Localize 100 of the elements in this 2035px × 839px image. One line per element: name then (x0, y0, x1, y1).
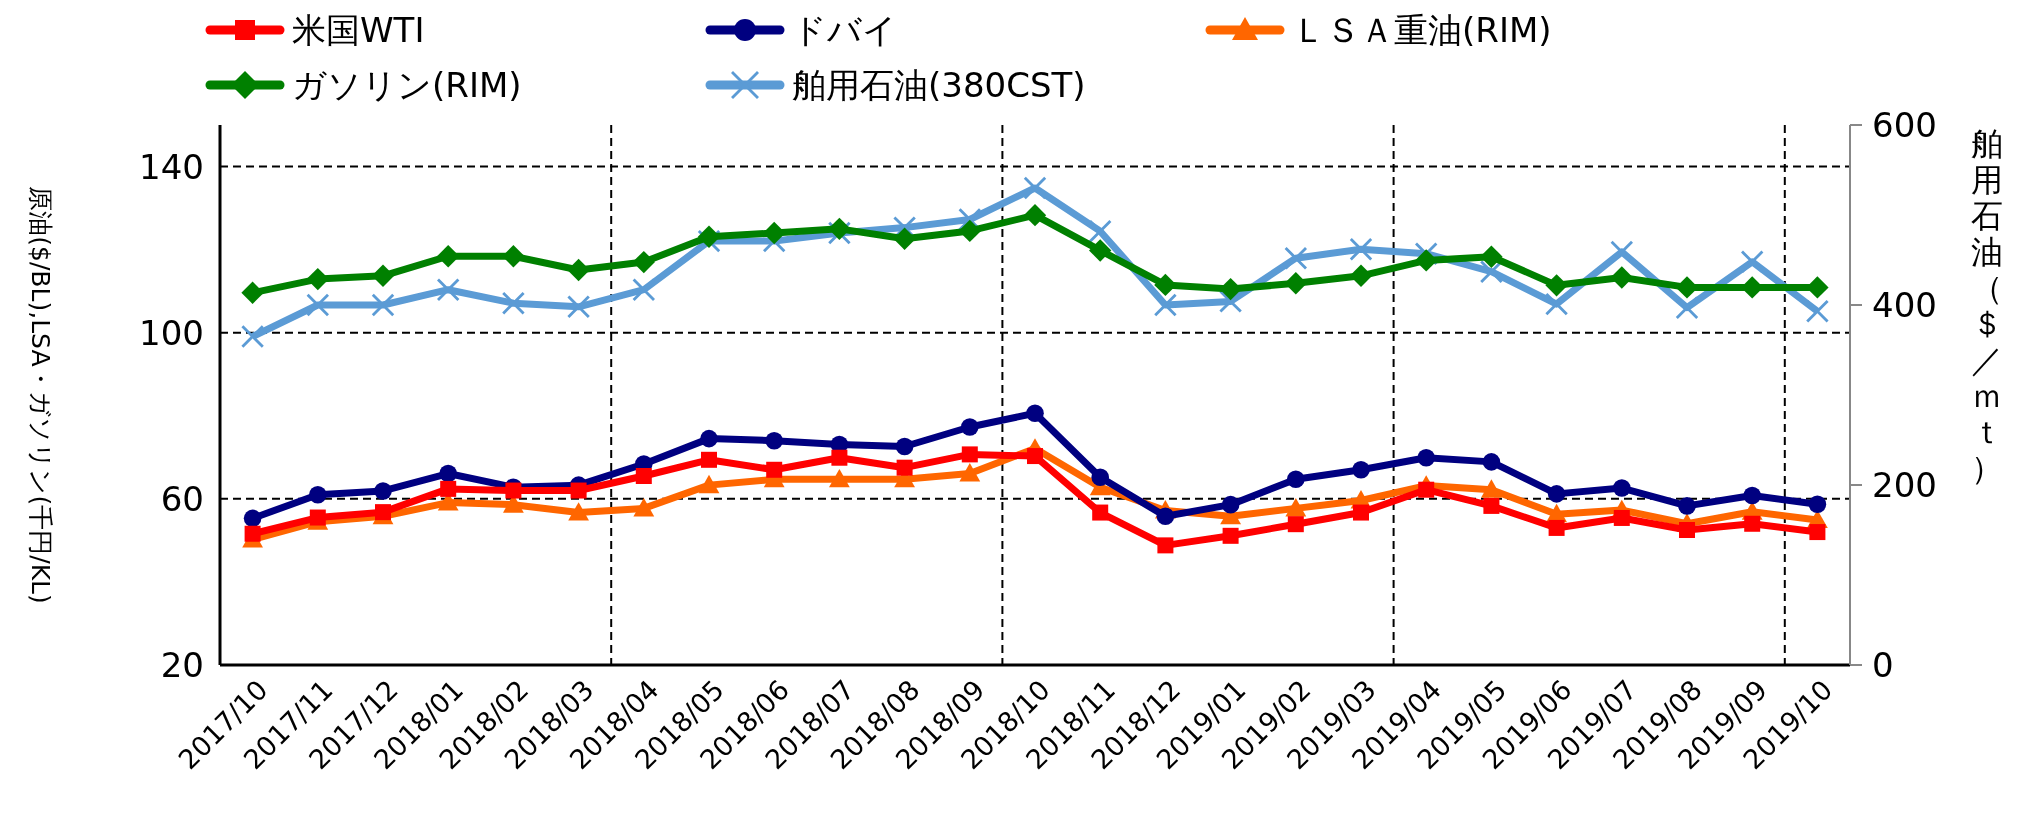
point (1154, 273, 1177, 297)
point (1545, 274, 1568, 297)
point (635, 468, 652, 484)
point (241, 281, 264, 305)
point (1483, 497, 1500, 514)
point (309, 485, 327, 504)
point (1157, 537, 1174, 554)
point (568, 502, 589, 521)
point (1023, 176, 1047, 200)
point (1613, 479, 1631, 497)
y2-tick-label: 600 (1872, 105, 1937, 145)
point (437, 245, 460, 268)
point (1809, 524, 1826, 541)
point (1092, 504, 1109, 521)
point (831, 449, 848, 466)
point (1349, 238, 1373, 261)
point (1806, 300, 1829, 323)
point (1027, 448, 1043, 465)
point (371, 264, 395, 287)
point (1353, 504, 1369, 521)
point (241, 325, 264, 348)
point (1545, 292, 1568, 316)
point (1091, 468, 1109, 487)
point (502, 292, 525, 315)
legend-label: ドバイ (792, 10, 897, 50)
point (371, 293, 395, 317)
point (437, 278, 460, 301)
point (570, 482, 587, 499)
point (698, 474, 720, 494)
legend-label: 米国WTI (292, 10, 425, 50)
point (1613, 509, 1630, 526)
point (1678, 497, 1696, 515)
point (309, 509, 326, 526)
point (502, 245, 525, 268)
point (1089, 220, 1112, 243)
point (1808, 495, 1827, 514)
point (632, 250, 655, 274)
point (633, 498, 655, 517)
point (700, 429, 718, 448)
point (895, 437, 914, 456)
point (1284, 272, 1307, 295)
point (959, 463, 981, 482)
point (1417, 448, 1435, 467)
point (1415, 249, 1438, 272)
point (632, 278, 655, 301)
point (1287, 516, 1304, 533)
point (1089, 239, 1112, 262)
point (1547, 485, 1566, 503)
text: 舶用石油（＄／ｍｔ） (1971, 125, 2003, 487)
y2-tick-label: 200 (1872, 465, 1937, 505)
point (1610, 266, 1633, 289)
point (893, 227, 916, 251)
point (1285, 498, 1307, 517)
y-tick-label: 20 (160, 645, 204, 685)
legend-label: ガソリン(RIM) (292, 65, 522, 105)
point (1744, 515, 1761, 532)
y-tick-label: 60 (160, 478, 204, 519)
point (306, 267, 329, 291)
point (765, 431, 783, 450)
point (961, 446, 978, 463)
point (1679, 522, 1695, 538)
y2-tick-label: 0 (1872, 645, 1894, 685)
y-tick-label: 100 (139, 312, 204, 353)
point (766, 461, 783, 478)
legend-label: 舶用石油(380CST) (792, 65, 1086, 105)
point (958, 219, 981, 243)
point (1481, 479, 1502, 498)
point (1219, 277, 1242, 301)
point (701, 451, 717, 468)
point (1675, 296, 1699, 319)
point (1482, 453, 1501, 471)
y2-tick-label: 400 (1872, 285, 1937, 325)
point (1743, 486, 1761, 505)
point (1349, 264, 1373, 287)
y-tick-label: 140 (139, 146, 204, 187)
point (1154, 293, 1177, 317)
point (1222, 527, 1239, 544)
point (961, 418, 979, 436)
point (1418, 481, 1435, 498)
point (505, 482, 522, 499)
point (1284, 247, 1307, 270)
point (1026, 404, 1044, 423)
point (567, 258, 590, 282)
point (567, 295, 590, 318)
point (1221, 495, 1240, 514)
point (763, 221, 786, 245)
legend-label: ＬＳＡ重油(RIM) (1292, 10, 1552, 50)
point (244, 525, 261, 542)
point (440, 480, 457, 497)
point (1352, 460, 1370, 479)
point (374, 482, 392, 500)
point (1741, 250, 1764, 273)
point (1480, 260, 1503, 283)
point (243, 509, 262, 528)
point (1023, 203, 1047, 227)
point (1548, 519, 1565, 536)
point (439, 464, 457, 483)
point (697, 225, 721, 248)
point (1156, 507, 1175, 526)
point (1287, 470, 1305, 489)
